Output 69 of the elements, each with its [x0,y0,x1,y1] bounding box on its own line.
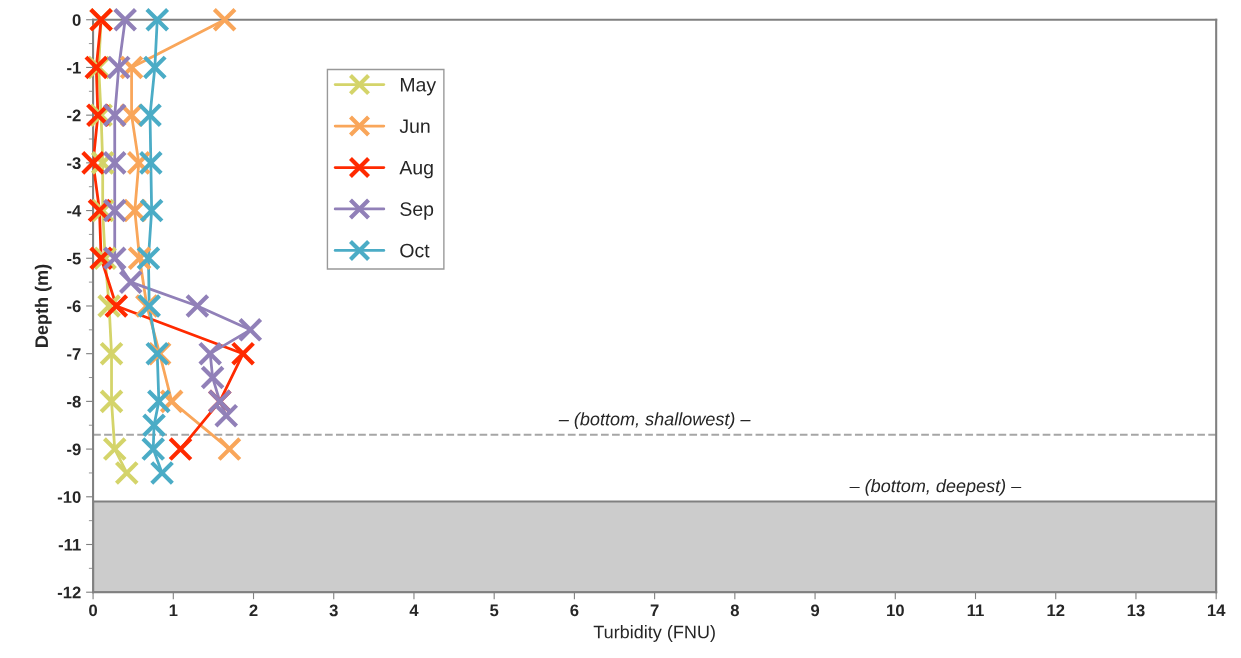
point [114,460,140,486]
x-tick-label: 12 [1047,604,1065,617]
x-tick-label: 4 [409,604,419,617]
legend-label: Sep [400,202,434,220]
x-tick-label: 2 [249,604,258,617]
y-tick-label: 0 [72,14,81,26]
point [99,341,124,367]
x-tick-label: 0 [89,604,98,617]
point [137,102,163,128]
point [139,198,165,223]
point [217,436,242,462]
x-tick-label: 10 [887,604,904,617]
y-tick-label: -4 [67,205,82,217]
y-tick-label: -2 [67,109,81,122]
point [136,245,161,271]
point [102,150,128,176]
point [102,198,128,223]
point [213,403,239,429]
point [103,293,129,319]
x-tick-label: 14 [1207,604,1226,617]
ref-line-label: – (bottom, shallowest) – [558,412,751,430]
point [237,317,263,343]
legend-label: Jun [399,119,430,134]
point [102,436,128,462]
x-tick-label: 8 [730,604,739,617]
x-tick-label: 6 [570,604,579,617]
y-tick-label: -7 [67,348,81,360]
x-tick-label: 11 [967,604,984,617]
y-tick-label: -1 [67,62,81,74]
y-tick-label: -3 [67,157,81,170]
point [141,412,167,438]
y-tick-label: -9 [67,443,81,456]
x-axis-title: Turbidity (FNU) [593,625,715,642]
legend-label: Oct [400,243,430,258]
legend-label: May [400,78,437,96]
x-tick-label: 13 [1127,604,1145,617]
point [138,150,164,176]
point [118,269,144,295]
point [197,341,223,367]
y-tick-label: -5 [67,252,81,265]
x-tick-label: 5 [490,604,499,617]
band-label: – (bottom, deepest) – [849,479,1022,496]
point [102,102,128,128]
y-axis-title: Depth (m) [34,264,52,347]
y-tick-label: -8 [67,395,81,408]
x-tick-label: 7 [650,604,659,617]
point [230,341,256,367]
x-tick-label: 3 [329,604,338,617]
legend-label: Aug [399,160,433,179]
point [149,460,175,486]
x-tick-label: 9 [811,604,820,617]
point [102,245,128,271]
point [99,388,124,414]
point [142,55,168,80]
point [144,7,170,33]
point [184,293,210,319]
point [140,436,166,462]
y-tick-label: -11 [58,539,81,551]
point [112,7,138,33]
y-tick-label: -6 [67,300,81,313]
x-tick-label: 1 [169,604,178,617]
point [168,436,193,462]
y-tick-label: -10 [57,491,81,503]
point [212,7,238,33]
point [146,388,172,414]
y-tick-label: -12 [57,586,81,599]
point [200,365,225,390]
point [106,55,132,80]
point [80,150,106,176]
